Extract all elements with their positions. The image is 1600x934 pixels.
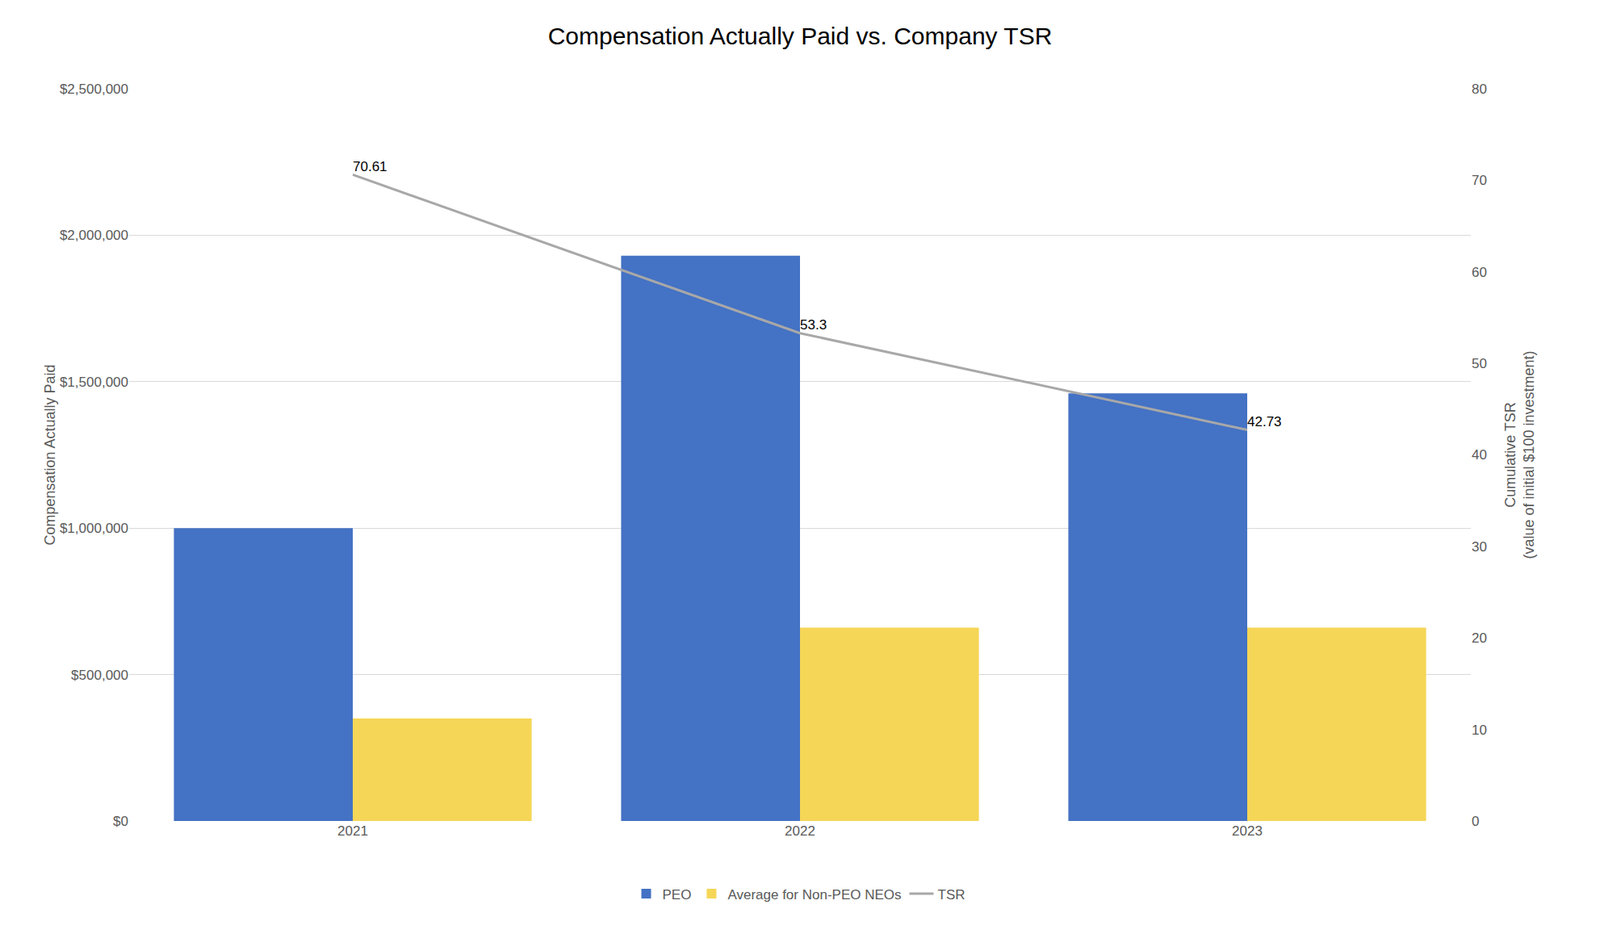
svg-text:$2,000,000: $2,000,000	[59, 227, 129, 243]
svg-text:2021: 2021	[337, 823, 369, 839]
svg-text:2023: 2023	[1231, 823, 1263, 839]
svg-text:70.61: 70.61	[352, 159, 388, 175]
svg-text:Compensation Actually Paid vs.: Compensation Actually Paid vs. Company T…	[548, 22, 1053, 50]
svg-text:Compensation Actually Paid: Compensation Actually Paid	[41, 364, 59, 545]
svg-text:0: 0	[1471, 813, 1479, 830]
svg-text:20: 20	[1471, 630, 1487, 646]
svg-text:$500,000: $500,000	[71, 667, 129, 683]
svg-text:PEO: PEO	[662, 887, 692, 903]
svg-text:Average for Non-PEO NEOs: Average for Non-PEO NEOs	[727, 887, 901, 903]
svg-text:$2,500,000: $2,500,000	[59, 81, 129, 97]
svg-text:$1,500,000: $1,500,000	[59, 374, 129, 390]
svg-text:$1,000,000: $1,000,000	[59, 520, 129, 537]
svg-text:80: 80	[1471, 81, 1487, 97]
svg-text:53.3: 53.3	[800, 317, 827, 333]
svg-text:Cumulative TSR(value of initia: Cumulative TSR(value of initial $100 inv…	[1502, 350, 1538, 559]
svg-text:42.73: 42.73	[1247, 414, 1282, 430]
svg-text:2022: 2022	[784, 823, 816, 839]
svg-text:40: 40	[1471, 447, 1487, 463]
svg-text:TSR: TSR	[938, 887, 966, 903]
svg-text:50: 50	[1471, 356, 1487, 372]
svg-text:$0: $0	[113, 813, 129, 830]
svg-text:10: 10	[1471, 722, 1487, 738]
svg-text:60: 60	[1471, 264, 1487, 281]
svg-text:70: 70	[1471, 172, 1487, 189]
svg-text:30: 30	[1471, 539, 1487, 555]
